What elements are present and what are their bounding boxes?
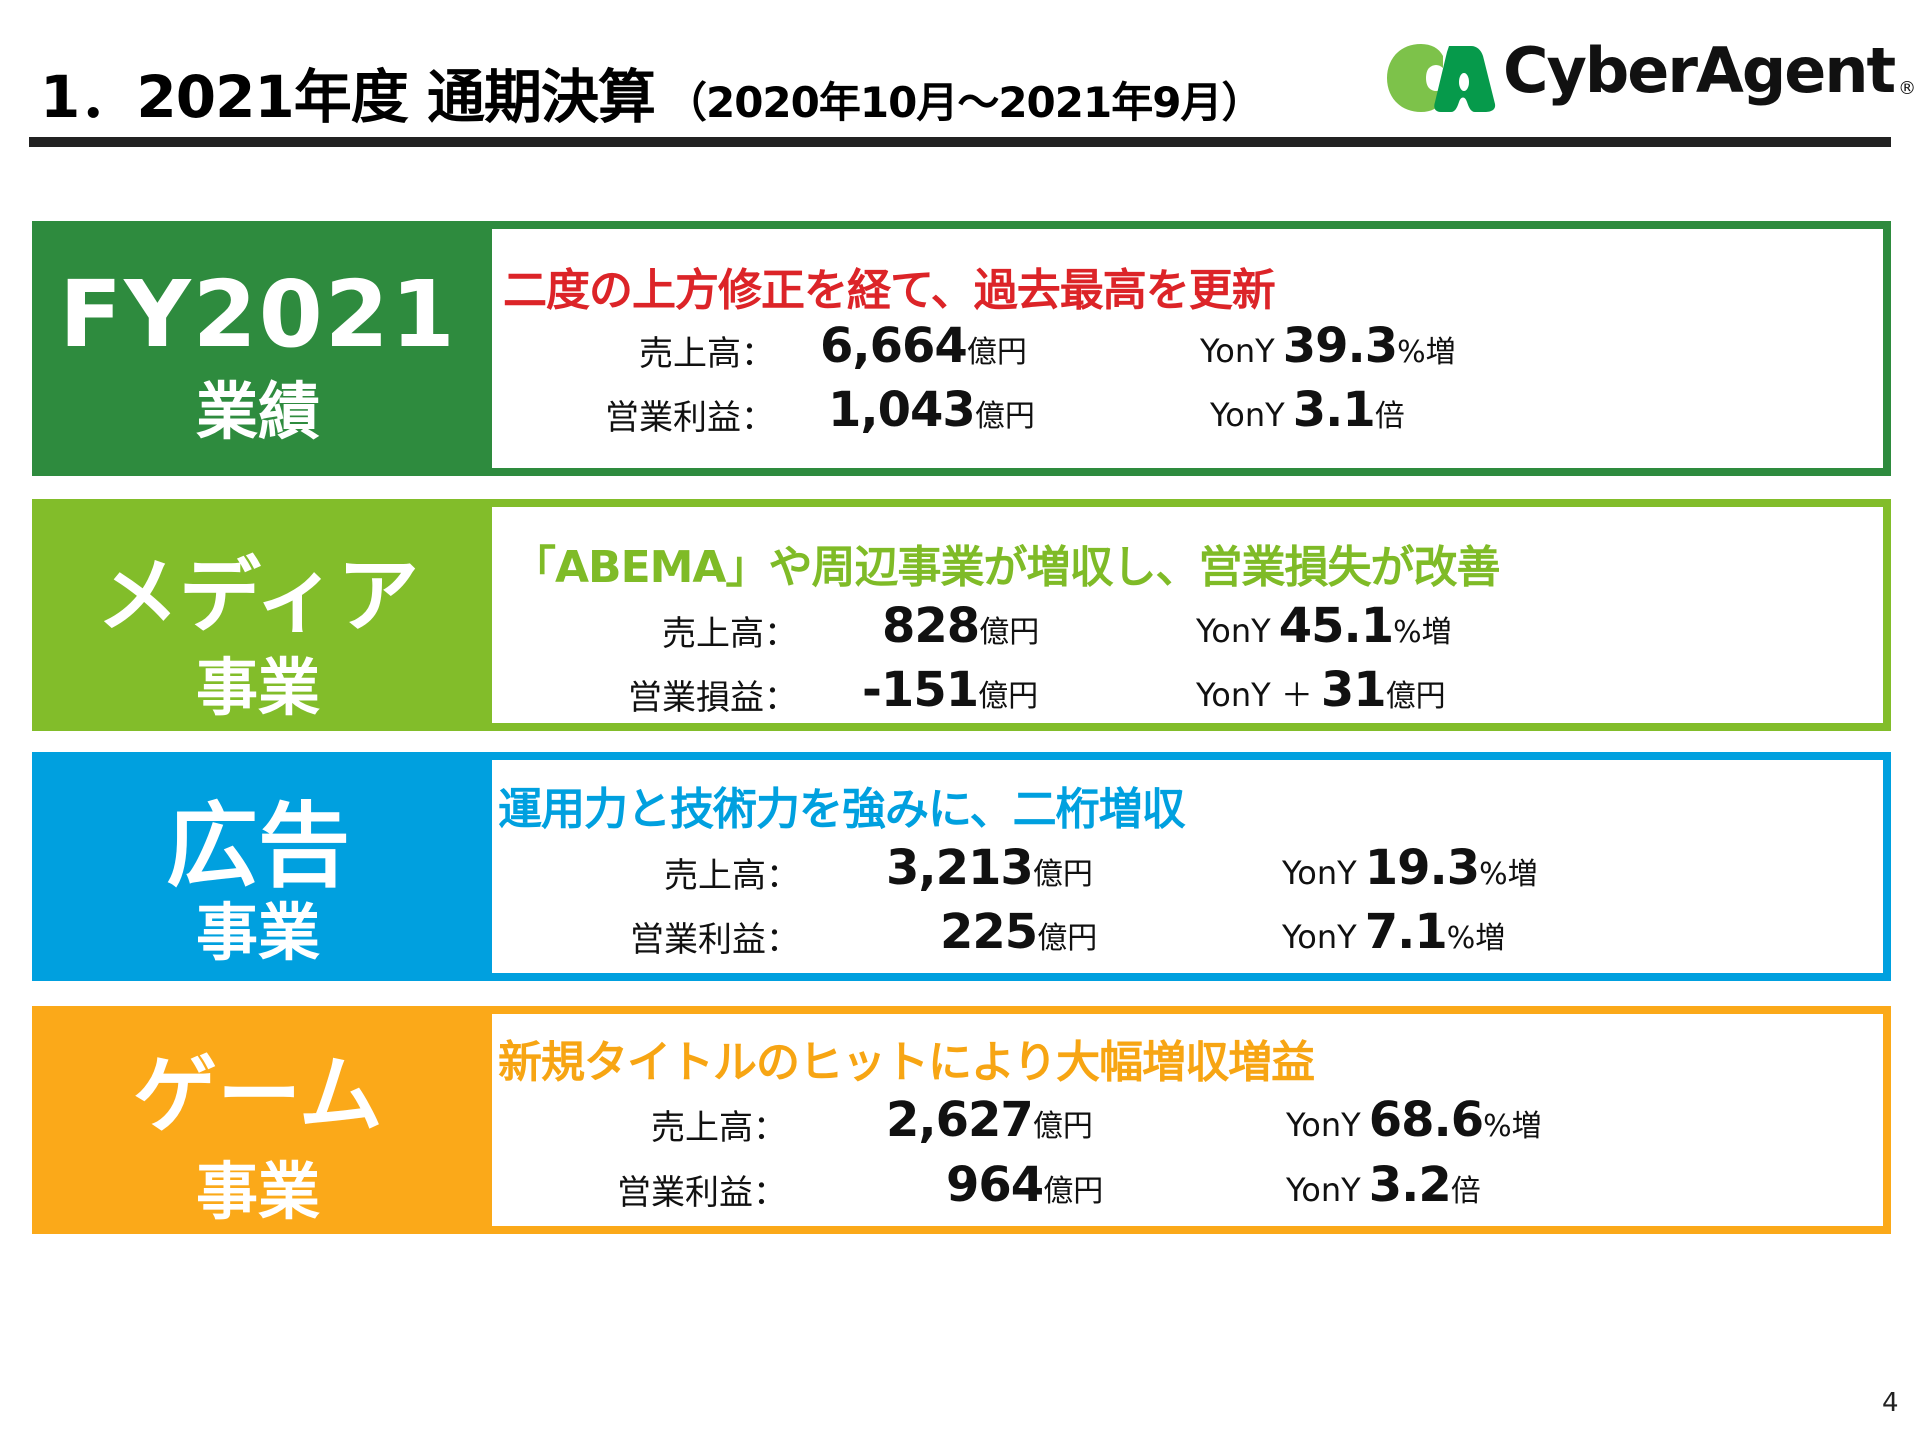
section-headline: 二度の上方修正を経て、過去最高を更新 <box>503 265 1276 316</box>
metric-value: 225億円 <box>940 904 1098 960</box>
label-line2: 事業 <box>195 651 320 724</box>
section-label: メディア 事業 <box>32 499 484 731</box>
page-number: 4 <box>1882 1388 1899 1418</box>
metric-row-revenue: 売上高： 828億円 YonY 45.1%増 <box>0 598 1920 656</box>
metric-row-operating-income: 営業利益： 1,043億円 YonY 3.1倍 <box>0 382 1920 440</box>
metric-label: 営業利益： <box>630 920 800 960</box>
section-label: 広告 事業 <box>32 752 484 981</box>
metric-row-operating-income: 営業利益： 964億円 YonY 3.2倍 <box>0 1157 1920 1215</box>
section-panel <box>484 499 1891 731</box>
metric-row-revenue: 売上高： 6,664億円 YonY 39.3%増 <box>0 318 1920 376</box>
yony-value: YonY 3.1倍 <box>1210 382 1405 438</box>
section-media-business: メディア 事業 <box>32 499 1891 731</box>
section-headline: 新規タイトルのヒットにより大幅増収増益 <box>498 1037 1315 1088</box>
section-panel <box>484 1006 1891 1234</box>
label-line1: FY2021 <box>59 261 457 368</box>
label-line1: 広告 <box>165 793 350 900</box>
header-rule <box>29 137 1891 147</box>
section-label: ゲーム 事業 <box>32 1006 484 1234</box>
logo-wordmark: CyberAgent ® <box>1503 34 1916 107</box>
ca-logo-icon <box>1387 44 1496 112</box>
label-line2: 業績 <box>195 375 320 448</box>
section-panel <box>484 752 1891 981</box>
metric-label: 営業損益： <box>628 678 798 718</box>
metric-value: 6,664億円 <box>820 318 1027 374</box>
label-line2: 事業 <box>195 1155 320 1228</box>
metric-label: 売上高： <box>639 334 775 374</box>
section-label: FY2021 業績 <box>32 221 484 476</box>
metric-label: 営業利益： <box>605 398 775 438</box>
metric-label: 営業利益： <box>617 1173 787 1213</box>
metric-row-operating-income: 営業利益： 225億円 YonY 7.1%増 <box>0 904 1920 962</box>
yony-value: YonY 19.3%増 <box>1282 840 1538 896</box>
section-ads-business: 広告 事業 <box>32 752 1891 981</box>
yony-value: YonY ＋ 31億円 <box>1196 662 1446 718</box>
section-headline: 運用力と技術力を強みに、二桁増収 <box>498 784 1186 835</box>
label-line1: ゲーム <box>133 1046 383 1144</box>
section-headline: 「ABEMA」や周辺事業が増収し、営業損失が改善 <box>512 542 1500 593</box>
metric-value: 2,627億円 <box>886 1092 1093 1148</box>
page-title: 1．2021年度 通期決算 （2020年10月〜2021年9月） <box>40 50 1263 134</box>
label-line1: メディア <box>96 549 420 644</box>
yony-value: YonY 7.1%増 <box>1282 904 1506 960</box>
metric-value: 828億円 <box>882 598 1040 654</box>
metric-value: 964億円 <box>946 1157 1104 1213</box>
title-period: （2020年10月〜2021年9月） <box>664 78 1263 127</box>
title-main: 1．2021年度 通期決算 <box>40 63 656 131</box>
metric-value: -151億円 <box>862 662 1039 718</box>
metric-value: 1,043億円 <box>828 382 1035 438</box>
section-panel <box>484 221 1891 476</box>
metric-row-revenue: 売上高： 3,213億円 YonY 19.3%増 <box>0 840 1920 898</box>
yony-value: YonY 45.1%増 <box>1196 598 1452 654</box>
yony-value: YonY 68.6%増 <box>1286 1092 1542 1148</box>
section-fy2021-performance: FY2021 業績 <box>32 221 1891 476</box>
label-line2: 事業 <box>195 896 320 969</box>
metric-label: 売上高： <box>664 856 800 896</box>
yony-value: YonY 3.2倍 <box>1286 1157 1481 1213</box>
metric-label: 売上高： <box>662 614 798 654</box>
metric-row-operating-loss: 営業損益： -151億円 YonY ＋ 31億円 <box>0 662 1920 720</box>
metric-value: 3,213億円 <box>886 840 1093 896</box>
yony-value: YonY 39.3%増 <box>1200 318 1456 374</box>
metric-row-revenue: 売上高： 2,627億円 YonY 68.6%増 <box>0 1092 1920 1150</box>
section-game-business: ゲーム 事業 <box>32 1006 1891 1234</box>
metric-label: 売上高： <box>651 1108 787 1148</box>
